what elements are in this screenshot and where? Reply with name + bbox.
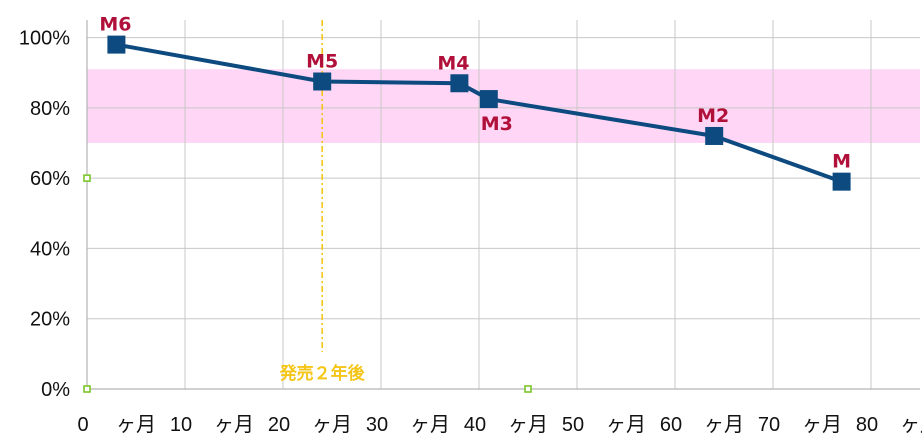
data-point-label: M6	[99, 14, 131, 36]
x-tick-label: 0	[77, 414, 88, 436]
data-point-marker	[832, 172, 851, 191]
data-point-marker	[107, 35, 126, 54]
release-marker-label: 発売２年後	[279, 363, 366, 384]
x-tick-unit: ヶ月	[802, 414, 842, 436]
data-point-label: M	[832, 151, 851, 173]
x-tick-label: 20	[268, 414, 290, 436]
axes	[86, 20, 920, 390]
x-tick-label: 10	[170, 414, 192, 436]
y-tick-label: 20%	[30, 309, 70, 331]
x-tick-label: 70	[758, 414, 780, 436]
x-tick-label: 80	[856, 414, 878, 436]
gridlines	[86, 20, 920, 390]
annotation-line-layer: 発売２年後	[279, 20, 366, 384]
data-point-marker	[705, 126, 724, 145]
y-tick-label: 0%	[41, 379, 70, 401]
series-line-layer	[116, 42, 843, 184]
x-tick-unit: ヶ月	[312, 414, 352, 436]
x-tick-unit: ヶ月	[508, 414, 548, 436]
x-tick-label: 40	[464, 414, 486, 436]
x-tick-label: 30	[366, 414, 388, 436]
data-point-label: M5	[306, 51, 338, 73]
x-tick-unit: ヶ月	[704, 414, 744, 436]
data-point-marker	[479, 90, 498, 109]
x-tick-unit: ヶ月	[116, 414, 156, 436]
x-tick-label: 60	[660, 414, 682, 436]
data-point-label: M3	[481, 113, 513, 135]
point-labels: M6 M5 M4 M3 M2 M	[99, 14, 851, 173]
small-markers	[83, 174, 532, 393]
y-tick-label: 40%	[30, 238, 70, 260]
y-tick-label: 80%	[30, 98, 70, 120]
small-marker	[83, 385, 91, 393]
data-point-label: M4	[437, 52, 469, 74]
series-line	[116, 42, 843, 184]
x-tick-unit: ヶ月	[410, 414, 450, 436]
x-tick-label: 50	[562, 414, 584, 436]
target-band	[87, 69, 920, 143]
small-marker	[524, 385, 532, 393]
data-point-marker	[313, 72, 332, 91]
x-tick-unit: ヶ月	[214, 414, 254, 436]
y-tick-label: 100%	[19, 28, 70, 50]
x-tick-unit: ヶ月	[900, 414, 922, 436]
data-point-marker	[450, 74, 469, 93]
y-tick-label: 60%	[30, 168, 70, 190]
tick-labels: 0% 20% 40% 60% 80% 100% 0 ヶ月 10 ヶ月 20 ヶ月 30 ヶ月 40 ヶ月 50 ヶ…	[19, 28, 922, 436]
target-band-layer	[87, 69, 920, 143]
x-tick-unit: ヶ月	[606, 414, 646, 436]
data-point-label: M2	[697, 105, 729, 127]
series-markers	[107, 35, 851, 191]
small-marker	[83, 174, 91, 182]
